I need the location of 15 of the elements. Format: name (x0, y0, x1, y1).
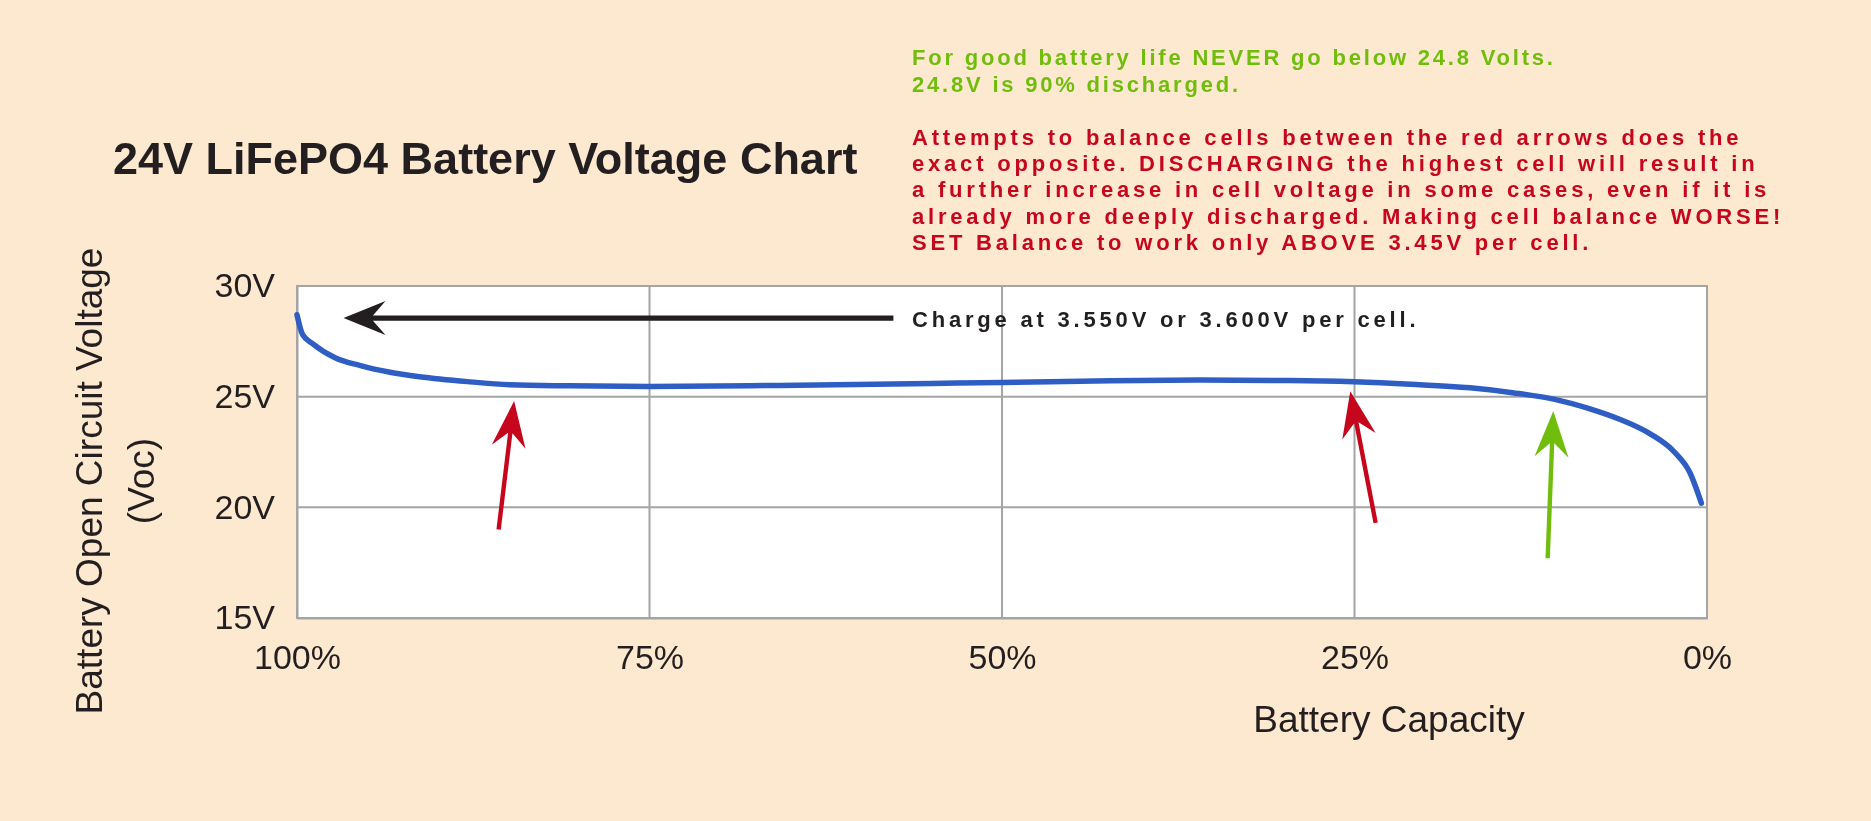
x-axis-title: Battery Capacity (1253, 699, 1526, 740)
x-tick-label: 75% (615, 638, 685, 677)
y-tick-label: 15V (214, 598, 276, 637)
y-tick-label: 30V (214, 266, 276, 305)
x-tick-label: 25% (1320, 638, 1390, 677)
y-axis-title: Battery Open Circuit Voltage (Voc) (69, 247, 162, 715)
x-tick-label: 0% (1682, 638, 1733, 677)
y-tick-label: 25V (214, 377, 276, 416)
text: Attempts to balance cells between the red arrows does the exact opposite. DISCHARGING the highest cell will result in a further increase in cell voltage in some cases, even if it is already more deeply discharged. Making cell balance WORSE! SET Balance to work only ABOVE 3.45V per cell. (912, 125, 1785, 255)
annotation: Charge at 3.550V or 3.600V per cell. (912, 307, 1420, 332)
y-tick-label: 20V (214, 487, 276, 526)
x-tick-label: 100% (254, 638, 341, 677)
text: For good battery life NEVER go below 24.8 Volts. 24.8V is 90% discharged. (912, 45, 1556, 97)
chart-title: 24V LiFePO4 Battery Voltage Chart (113, 133, 858, 184)
x-tick-label: 50% (968, 638, 1037, 677)
